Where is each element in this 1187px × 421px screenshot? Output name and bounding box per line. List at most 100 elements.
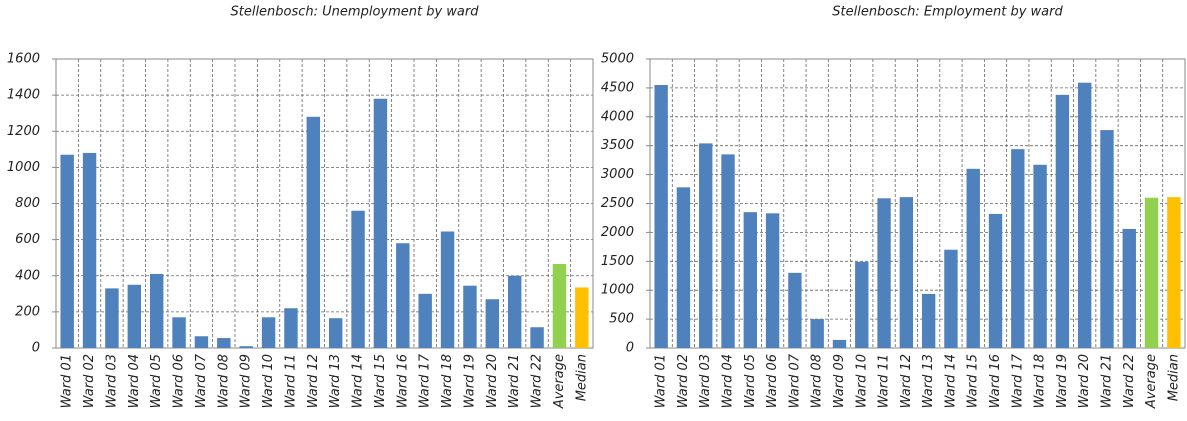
y-tick-label: 5000 [601, 52, 634, 67]
x-tick-label: Ward 17 [1010, 353, 1025, 408]
y-tick-label: 2000 [601, 225, 634, 240]
bar [1011, 149, 1025, 348]
x-tick-label: Ward 10 [261, 354, 276, 408]
plot-frame [55, 58, 594, 349]
bar [328, 318, 343, 348]
bar [418, 293, 432, 348]
y-tick-label: 200 [15, 304, 40, 319]
y-tick-label: 0 [626, 341, 634, 356]
x-tick-label: Ward 06 [172, 354, 187, 408]
bar [899, 197, 914, 348]
x-tick-label: Ward 18 [1033, 354, 1048, 408]
bar [721, 154, 735, 348]
x-tick-label: Ward 13 [328, 354, 343, 408]
x-tick-label: Ward 18 [440, 354, 455, 408]
x-tick-label: Median [1166, 354, 1181, 401]
bar [306, 116, 321, 348]
bar [440, 231, 455, 348]
bar [172, 317, 186, 348]
bar [966, 168, 980, 348]
y-tick-label: 3000 [601, 167, 634, 182]
x-tick-label: Ward 13 [921, 354, 936, 408]
x-tick-label: Ward 04 [721, 354, 736, 408]
x-tick-label: Ward 16 [395, 354, 410, 408]
x-tick-label: Ward 21 [1099, 354, 1114, 408]
bar [944, 249, 958, 348]
y-tick-label: 400 [15, 268, 40, 283]
x-tick-label: Ward 04 [127, 354, 142, 408]
x-tick-label: Ward 20 [485, 354, 500, 408]
y-tick-label: 4000 [601, 109, 634, 124]
x-tick-label: Ward 05 [149, 354, 164, 408]
bar [530, 327, 544, 348]
bar [575, 287, 589, 348]
x-tick-label: Ward 07 [194, 353, 209, 408]
x-tick-label: Ward 01 [60, 354, 75, 408]
x-tick-label: Average [552, 354, 567, 409]
bar [239, 346, 253, 348]
y-tick-label: 1000 [7, 160, 40, 175]
bar [194, 336, 209, 348]
plot-frame [649, 58, 1186, 349]
y-tick-label: 1600 [7, 52, 40, 67]
bar [485, 299, 500, 348]
x-tick-label: Ward 08 [810, 354, 825, 408]
chart-title: Stellenbosch: Unemployment by ward [230, 5, 479, 20]
chart-title: Stellenbosch: Employment by ward [832, 5, 1063, 20]
x-tick-label: Ward 10 [854, 354, 869, 408]
x-tick-label: Median [574, 354, 589, 401]
y-tick-label: 1000 [601, 283, 634, 298]
y-tick-label: 1500 [601, 254, 634, 269]
y-tick-label: 500 [609, 312, 634, 327]
bar [743, 212, 757, 348]
x-tick-label: Ward 22 [1122, 354, 1137, 408]
bar [396, 243, 410, 348]
x-tick-label: Ward 11 [877, 354, 892, 408]
bar [1122, 228, 1136, 348]
x-tick-label: Ward 12 [899, 354, 914, 408]
x-tick-label: Ward 02 [676, 354, 691, 408]
bar [699, 143, 713, 348]
x-tick-label: Ward 14 [351, 354, 366, 408]
bar [82, 152, 97, 348]
y-tick-label: 600 [15, 232, 40, 247]
x-tick-label: Ward 12 [306, 354, 321, 408]
bar [351, 210, 365, 348]
bar [261, 317, 276, 348]
x-tick-label: Ward 08 [216, 354, 231, 408]
bar [1167, 197, 1181, 348]
y-tick-label: 1400 [7, 88, 40, 103]
bar [373, 98, 388, 348]
bar [105, 288, 119, 348]
x-tick-label: Ward 16 [988, 354, 1003, 408]
bar [921, 293, 936, 348]
x-tick-label: Ward 19 [1055, 354, 1070, 408]
x-tick-label: Ward 02 [82, 354, 97, 408]
bar [832, 339, 847, 348]
y-tick-label: 1200 [7, 124, 40, 139]
x-tick-label: Ward 15 [373, 354, 388, 408]
bar [788, 272, 802, 348]
x-tick-label: Ward 21 [507, 354, 522, 408]
x-tick-label: Ward 17 [418, 353, 433, 408]
bar [765, 213, 780, 348]
bar [1055, 94, 1070, 348]
y-tick-label: 2500 [601, 196, 634, 211]
bar [507, 275, 522, 348]
x-tick-label: Ward 19 [462, 354, 477, 408]
x-tick-label: Ward 01 [654, 354, 669, 408]
x-tick-label: Ward 15 [966, 354, 981, 408]
bar [654, 85, 668, 348]
x-tick-label: Ward 09 [239, 354, 254, 408]
bar [877, 198, 891, 348]
x-tick-label: Ward 05 [743, 354, 758, 408]
y-tick-label: 3500 [601, 138, 634, 153]
bar [217, 338, 231, 348]
x-tick-label: Ward 22 [530, 354, 545, 408]
bar [1144, 197, 1159, 348]
bar [810, 319, 824, 348]
bar [1033, 164, 1047, 348]
x-tick-label: Ward 03 [698, 354, 713, 408]
x-tick-label: Ward 06 [765, 354, 780, 408]
